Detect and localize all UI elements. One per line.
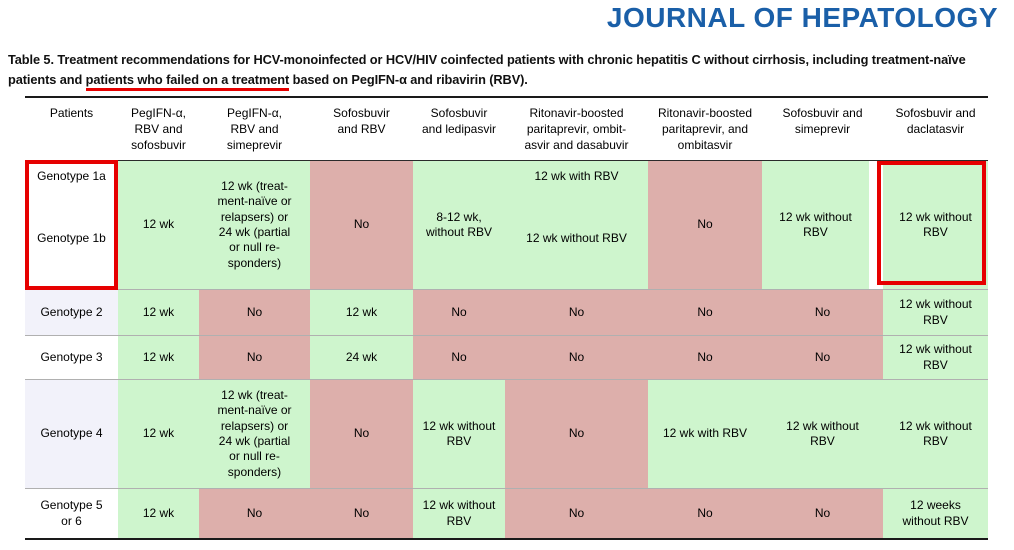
treatment-cell: No — [413, 336, 505, 379]
treatment-cell: No — [762, 290, 883, 335]
column-header-ritonavir-paritaprevir-ombitasvir: Ritonavir-boosted paritaprevir, and ombi… — [648, 98, 762, 160]
column-header-pegifn-rbv-sofosbuvir: PegIFN-α, RBV and sofosbuvir — [118, 98, 199, 160]
header-row: Patients PegIFN-α, RBV and sofosbuvir Pe… — [25, 98, 988, 161]
treatment-cell: No — [310, 489, 413, 538]
treatment-cell-highlighted: 12 wk without RBV — [883, 161, 988, 289]
treatment-cell: No — [648, 336, 762, 379]
treatment-cell: 12 wk — [118, 380, 199, 488]
column-header-sofosbuvir-rbv: Sofosbuvir and RBV — [310, 98, 413, 160]
treatment-table: Patients PegIFN-α, RBV and sofosbuvir Pe… — [25, 96, 988, 540]
table-row-genotype-1: Genotype 1a Genotype 1b 12 wk 12 wk (tre… — [25, 161, 988, 289]
treatment-cell: 24 wk — [310, 336, 413, 379]
table-row-genotype-5-6: Genotype 5 or 6 12 wk No No 12 wk withou… — [25, 488, 988, 538]
treatment-cell: 12 wk — [310, 290, 413, 335]
treatment-cell: No — [199, 489, 310, 538]
patient-cell: Genotype 3 — [25, 336, 118, 379]
patient-cell: Genotype 5 or 6 — [25, 489, 118, 538]
column-header-patients: Patients — [25, 98, 118, 160]
treatment-cell: 12 wk — [118, 161, 199, 289]
treatment-cell: 12 wk without RBV — [883, 336, 988, 379]
treatment-cell: No — [648, 290, 762, 335]
table-row-genotype-2: Genotype 2 12 wk No 12 wk No No No No 12… — [25, 289, 988, 335]
treatment-cell: No — [505, 336, 648, 379]
treatment-cell: 12 weeks without RBV — [883, 489, 988, 538]
treatment-cell: No — [648, 489, 762, 538]
patient-cell: Genotype 4 — [25, 380, 118, 488]
caption-line2-prefix: patients and — [8, 71, 86, 87]
treatment-cell: No — [413, 290, 505, 335]
treatment-cell: 12 wk with RBV — [648, 380, 762, 488]
column-header-sofosbuvir-ledipasvir: Sofosbuvir and ledipasvir — [413, 98, 505, 160]
patient-cell: Genotype 1a Genotype 1b — [25, 161, 118, 289]
treatment-cell: 12 wk — [118, 290, 199, 335]
treatment-cell: 12 wk — [118, 336, 199, 379]
caption-red-underline-annotation: patients who failed on a treatment — [85, 71, 289, 91]
patient-label-genotype-1b: Genotype 1b — [37, 231, 106, 246]
treatment-cell: 12 wk (treat- ment-naïve or relapsers) o… — [199, 161, 310, 289]
treatment-cell: 12 wk without RBV — [413, 380, 505, 488]
treatment-cell: 8-12 wk, without RBV — [413, 161, 505, 289]
patient-cell: Genotype 2 — [25, 290, 118, 335]
table-caption: Table 5. Treatment recommendations for H… — [8, 50, 1010, 91]
treatment-cell: No — [762, 336, 883, 379]
table-row-genotype-3: Genotype 3 12 wk No 24 wk No No No No 12… — [25, 335, 988, 379]
treatment-cell: No — [648, 161, 762, 289]
journal-title: JOURNAL OF HEPATOLOGY — [606, 2, 998, 33]
table-row-genotype-4: Genotype 4 12 wk 12 wk (treat- ment-naïv… — [25, 379, 988, 488]
treatment-cell: 12 wk without RBV — [413, 489, 505, 538]
treatment-cell: No — [505, 489, 648, 538]
treatment-value-1a: 12 wk with RBV — [534, 169, 619, 183]
patient-label-genotype-1a: Genotype 1a — [37, 169, 106, 183]
treatment-cell: 12 wk with RBV 12 wk without RBV — [505, 161, 648, 289]
treatment-cell: No — [310, 380, 413, 488]
treatment-value-1b: 12 wk without RBV — [526, 231, 627, 246]
column-header-ritonavir-paritaprevir-ombitasvir-dasabuvir: Ritonavir-boosted paritaprevir, ombit- a… — [505, 98, 648, 160]
treatment-cell: 12 wk without RBV — [883, 380, 988, 488]
column-header-pegifn-rbv-simeprevir: PegIFN-α, RBV and simeprevir — [199, 98, 310, 160]
caption-line1: Table 5. Treatment recommendations for H… — [8, 52, 966, 67]
treatment-cell: No — [199, 336, 310, 379]
treatment-cell: No — [199, 290, 310, 335]
treatment-cell: No — [505, 380, 648, 488]
treatment-cell: No — [310, 161, 413, 289]
treatment-cell: No — [505, 290, 648, 335]
treatment-cell: No — [762, 489, 883, 538]
treatment-cell: 12 wk without RBV — [883, 290, 988, 335]
treatment-cell: 12 wk without RBV — [762, 161, 869, 289]
treatment-cell: 12 wk — [118, 489, 199, 538]
treatment-cell: 12 wk without RBV — [762, 380, 883, 488]
column-header-sofosbuvir-simeprevir: Sofosbuvir and simeprevir — [762, 98, 883, 160]
treatment-cell: 12 wk (treat- ment-naïve or relapsers) o… — [199, 380, 310, 488]
caption-line2-suffix: based on PegIFN-α and ribavirin (RBV). — [289, 71, 528, 87]
column-header-sofosbuvir-daclatasvir: Sofosbuvir and daclatasvir — [883, 98, 988, 160]
